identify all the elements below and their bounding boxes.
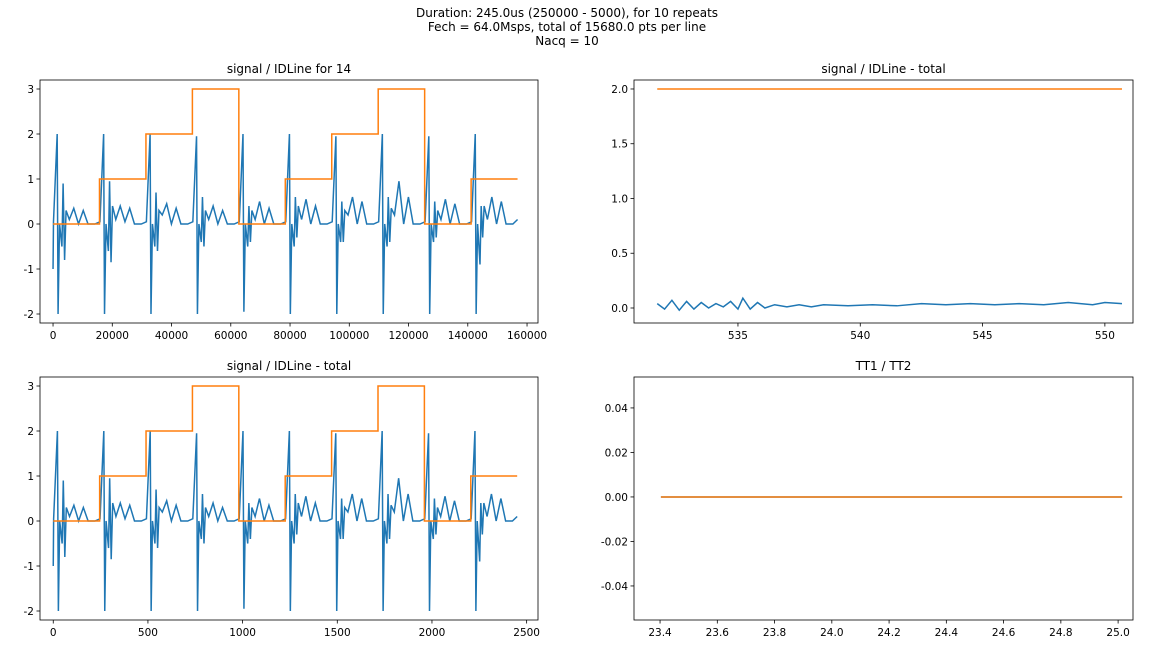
x-tick-label: 160000 [507, 330, 547, 342]
suptitle: Fech = 64.0Msps, total of 15680.0 pts pe… [428, 20, 706, 34]
y-tick-label: -0.04 [601, 581, 628, 593]
x-tick-label: 2000 [419, 627, 446, 639]
x-tick-label: 60000 [214, 330, 247, 342]
x-tick-label: 2500 [513, 627, 540, 639]
x-tick-label: 80000 [273, 330, 306, 342]
axes-frame [39, 376, 539, 621]
x-tick-label: 24.2 [877, 627, 900, 639]
y-tick-label: 2.0 [611, 84, 628, 96]
y-tick-label: 1.5 [611, 139, 628, 151]
y-tick-label: 0.0 [611, 303, 628, 315]
x-tick-label: 23.4 [648, 627, 672, 639]
x-tick-label: 550 [1095, 330, 1115, 342]
suptitle: Nacq = 10 [535, 34, 599, 48]
y-tick-label: 1 [27, 174, 34, 186]
x-tick-label: 140000 [448, 330, 488, 342]
series-line [53, 88, 518, 225]
x-tick-label: 0 [50, 627, 57, 639]
x-tick-label: 20000 [96, 330, 129, 342]
y-tick-label: 2 [27, 426, 34, 438]
y-tick-label: -2 [24, 606, 34, 618]
x-tick-label: 23.8 [763, 627, 786, 639]
y-tick-label: -0.02 [601, 536, 628, 548]
y-tick-label: 3 [27, 381, 34, 393]
y-tick-label: 2 [27, 129, 34, 141]
y-tick-label: -1 [24, 561, 34, 573]
x-tick-label: 1500 [324, 627, 351, 639]
x-tick-label: 23.6 [706, 627, 730, 639]
y-tick-label: 0.00 [605, 492, 628, 504]
x-tick-label: 120000 [388, 330, 428, 342]
y-tick-label: 0.04 [605, 403, 629, 415]
y-tick-label: 1 [27, 471, 34, 483]
y-tick-label: -1 [24, 264, 34, 276]
x-tick-label: 1000 [229, 627, 256, 639]
x-tick-label: 545 [973, 330, 993, 342]
x-tick-label: 540 [850, 330, 870, 342]
x-tick-label: 100000 [329, 330, 369, 342]
suptitle: Duration: 245.0us (250000 - 5000), for 1… [416, 6, 718, 20]
x-tick-label: 24.0 [820, 627, 843, 639]
axes-frame [39, 79, 539, 324]
x-tick-label: 24.8 [1049, 627, 1072, 639]
x-tick-label: 25.0 [1106, 627, 1129, 639]
y-tick-label: 1.0 [611, 193, 628, 205]
chart-title: signal / IDLine for 14 [227, 62, 351, 76]
x-tick-label: 24.6 [992, 627, 1016, 639]
y-tick-label: 0 [27, 516, 34, 528]
y-tick-label: -2 [24, 309, 34, 321]
x-tick-label: 535 [728, 330, 748, 342]
series-line [53, 385, 518, 522]
y-tick-label: 3 [27, 84, 34, 96]
y-tick-label: 0 [27, 219, 34, 231]
y-tick-label: 0.02 [605, 447, 628, 459]
x-tick-label: 500 [138, 627, 158, 639]
series-line [52, 133, 519, 315]
series-line [656, 296, 1123, 312]
x-tick-label: 24.4 [935, 627, 959, 639]
x-tick-label: 0 [50, 330, 57, 342]
y-tick-label: 0.5 [611, 248, 628, 260]
chart-title: signal / IDLine - total [227, 359, 351, 373]
x-tick-label: 40000 [155, 330, 188, 342]
chart-title: signal / IDLine - total [821, 62, 945, 76]
chart-title: TT1 / TT2 [855, 359, 912, 373]
axes-frame [633, 79, 1134, 324]
axes-frame [633, 376, 1134, 621]
series-line [52, 430, 518, 612]
